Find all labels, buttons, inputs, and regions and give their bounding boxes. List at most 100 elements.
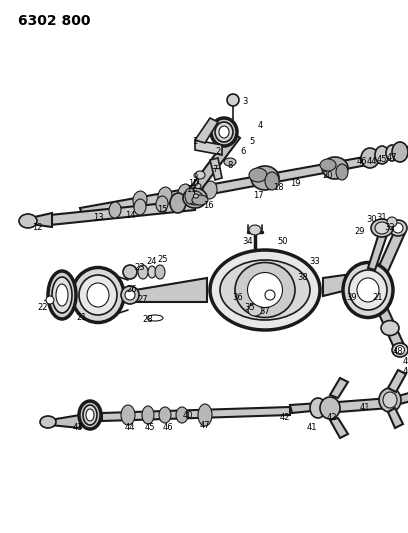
Ellipse shape (389, 220, 407, 236)
Text: 38: 38 (297, 273, 308, 282)
Polygon shape (190, 132, 240, 194)
Ellipse shape (371, 219, 393, 237)
Ellipse shape (265, 172, 279, 190)
Text: 21: 21 (77, 313, 87, 322)
Text: 11: 11 (186, 185, 196, 195)
Ellipse shape (183, 188, 207, 208)
Ellipse shape (248, 272, 282, 308)
Text: 50: 50 (278, 238, 288, 246)
Text: 35: 35 (245, 303, 255, 312)
Ellipse shape (87, 283, 109, 307)
Ellipse shape (265, 290, 275, 300)
Ellipse shape (121, 405, 135, 425)
Ellipse shape (195, 171, 205, 179)
Ellipse shape (343, 262, 393, 318)
Ellipse shape (19, 214, 37, 228)
Ellipse shape (72, 268, 124, 322)
Ellipse shape (379, 388, 401, 412)
Ellipse shape (310, 398, 326, 418)
Text: 2: 2 (215, 148, 221, 157)
Text: 42: 42 (327, 414, 337, 423)
Text: 7: 7 (212, 166, 218, 174)
Text: 32: 32 (385, 223, 395, 232)
Text: 36: 36 (233, 294, 244, 303)
Polygon shape (388, 370, 406, 392)
Ellipse shape (178, 184, 192, 202)
Text: 30: 30 (367, 215, 377, 224)
Polygon shape (330, 418, 348, 438)
Ellipse shape (361, 148, 379, 168)
Text: 24: 24 (147, 257, 157, 266)
Text: 23: 23 (135, 263, 145, 272)
Text: 31: 31 (377, 214, 387, 222)
Ellipse shape (142, 406, 154, 424)
Ellipse shape (155, 265, 165, 279)
Ellipse shape (195, 183, 201, 189)
Text: 34: 34 (243, 238, 253, 246)
Ellipse shape (40, 416, 56, 428)
Polygon shape (50, 415, 80, 428)
Text: 18: 18 (273, 183, 283, 192)
Polygon shape (375, 230, 405, 278)
Ellipse shape (192, 195, 208, 205)
Polygon shape (395, 146, 408, 156)
Ellipse shape (170, 193, 186, 213)
Ellipse shape (349, 270, 387, 310)
Text: 47: 47 (200, 421, 210, 430)
Text: 9: 9 (193, 174, 197, 182)
Polygon shape (398, 390, 408, 404)
Text: 12: 12 (32, 223, 42, 232)
Polygon shape (30, 213, 52, 227)
Text: 46: 46 (357, 157, 367, 166)
Ellipse shape (86, 409, 94, 421)
Ellipse shape (79, 275, 117, 315)
Ellipse shape (220, 260, 310, 320)
Polygon shape (80, 155, 378, 218)
Text: 1: 1 (193, 138, 197, 147)
Polygon shape (210, 158, 222, 180)
Text: 6302 800: 6302 800 (18, 14, 91, 28)
Ellipse shape (52, 277, 72, 313)
Ellipse shape (395, 345, 404, 354)
Text: 37: 37 (259, 308, 271, 317)
Ellipse shape (227, 94, 239, 106)
Ellipse shape (320, 159, 336, 171)
Ellipse shape (215, 122, 233, 142)
Polygon shape (195, 140, 222, 155)
Ellipse shape (375, 146, 389, 164)
Text: 5: 5 (249, 138, 255, 147)
Text: 15: 15 (157, 206, 167, 214)
Ellipse shape (133, 191, 147, 209)
Ellipse shape (134, 199, 146, 215)
Text: 33: 33 (310, 257, 320, 266)
Polygon shape (50, 200, 195, 225)
Text: 26: 26 (127, 286, 137, 295)
Ellipse shape (392, 343, 408, 357)
Ellipse shape (121, 286, 139, 304)
Ellipse shape (392, 142, 408, 162)
Ellipse shape (383, 392, 397, 408)
Text: 40: 40 (403, 367, 408, 376)
Text: 41: 41 (360, 403, 370, 413)
Text: 45: 45 (145, 424, 155, 432)
Ellipse shape (56, 284, 68, 306)
Polygon shape (135, 278, 207, 302)
Text: 45: 45 (377, 156, 387, 165)
Ellipse shape (123, 265, 137, 279)
Ellipse shape (381, 320, 399, 335)
Polygon shape (290, 403, 322, 413)
Ellipse shape (193, 194, 199, 198)
Text: 28: 28 (143, 316, 153, 325)
Text: 49: 49 (403, 358, 408, 367)
Text: 8: 8 (227, 160, 233, 169)
Polygon shape (325, 398, 390, 413)
Ellipse shape (185, 188, 195, 204)
Text: 20: 20 (323, 171, 333, 180)
Text: 43: 43 (73, 424, 83, 432)
Ellipse shape (159, 407, 171, 423)
Text: 46: 46 (163, 424, 173, 432)
Text: 22: 22 (38, 303, 48, 312)
Ellipse shape (357, 278, 379, 302)
Ellipse shape (336, 164, 348, 180)
Text: 44: 44 (125, 424, 135, 432)
